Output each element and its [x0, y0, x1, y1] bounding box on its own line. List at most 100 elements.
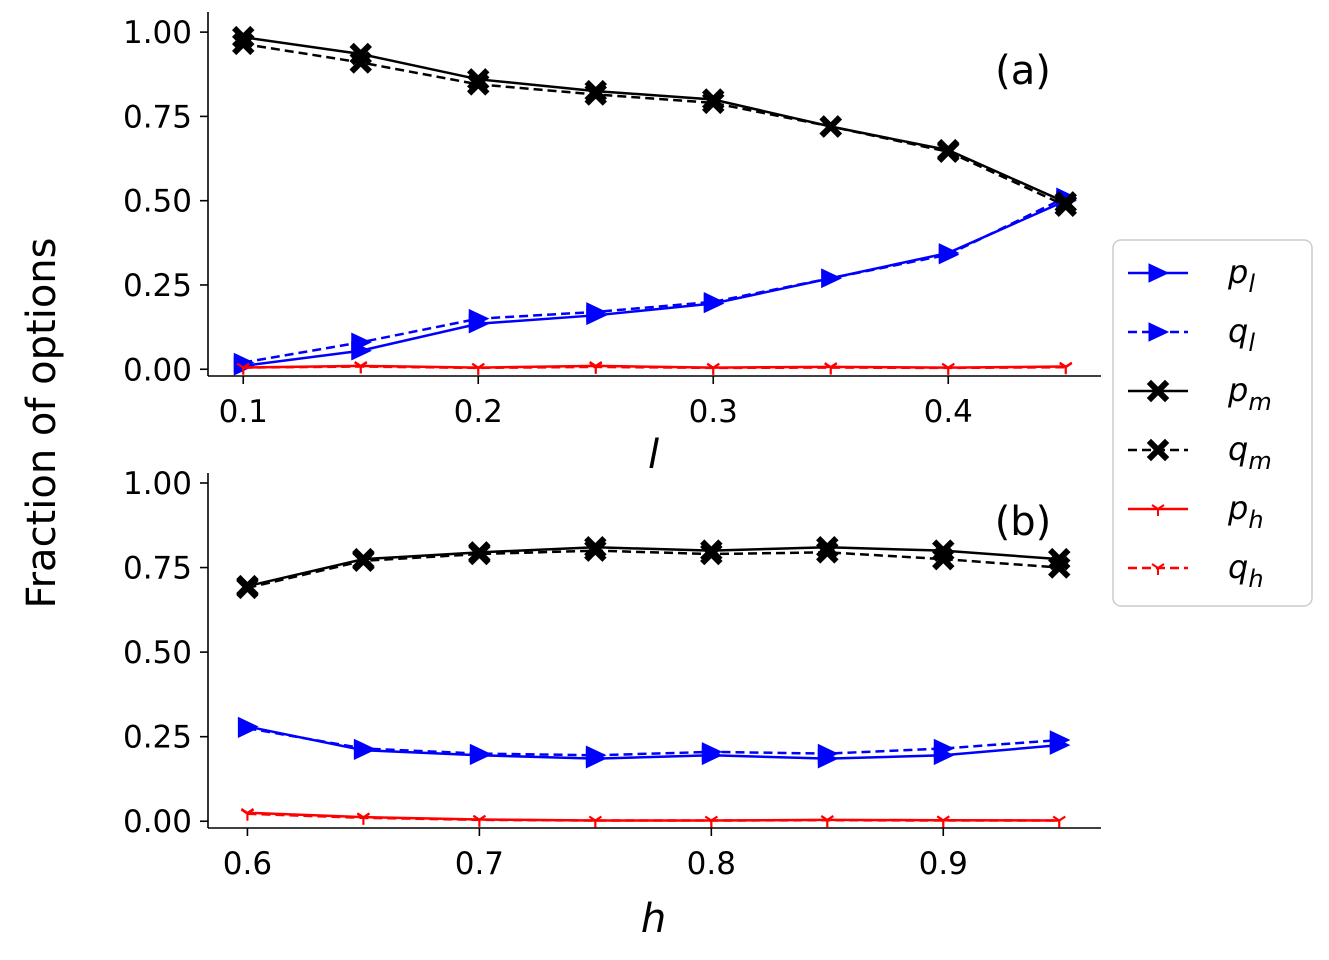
data-point — [941, 363, 955, 375]
data-point — [1059, 362, 1073, 375]
legend-label: pm — [1227, 371, 1272, 416]
data-point — [236, 362, 250, 375]
panel-label: (a) — [995, 48, 1051, 94]
data-point — [469, 743, 491, 764]
y-tick-label: 0.00 — [123, 352, 192, 388]
x-tick-label: 0.9 — [919, 846, 968, 882]
legend-label: ph — [1227, 489, 1264, 534]
series-q-l — [237, 718, 1071, 766]
data-point — [706, 363, 720, 375]
data-point — [933, 738, 955, 759]
y-tick-label: 0.25 — [123, 720, 192, 756]
y-tick-label: 0.00 — [123, 804, 192, 840]
series-line — [247, 812, 1060, 822]
data-point — [701, 742, 723, 762]
y-tick-label: 1.00 — [123, 466, 192, 502]
y-tick-label: 1.00 — [123, 15, 192, 51]
x-tick-label: 0.6 — [223, 846, 272, 882]
x-tick-label: 0.3 — [689, 394, 738, 430]
data-point — [349, 51, 372, 74]
data-point — [819, 115, 842, 138]
series-line — [243, 196, 1067, 364]
series-line — [243, 42, 1067, 207]
data-point — [354, 361, 368, 374]
legend-marker — [1146, 438, 1170, 462]
series-q-h — [240, 808, 1066, 828]
data-point — [938, 244, 960, 265]
legend-marker — [1148, 322, 1170, 342]
legend-marker — [1151, 504, 1165, 516]
legend: pl ql pm qm ph qh — [1112, 239, 1313, 607]
series-line — [247, 546, 1060, 588]
data-point — [589, 362, 603, 374]
data-point — [932, 547, 955, 571]
series-q-h — [236, 361, 1073, 375]
legend-entry-q-l: ql — [1128, 312, 1255, 357]
legend-entry-p-l: pl — [1128, 253, 1255, 298]
y-tick-label: 0.75 — [123, 99, 192, 135]
data-point — [237, 718, 259, 739]
legend-marker — [1151, 563, 1165, 575]
data-point — [1048, 556, 1071, 579]
data-point — [820, 815, 834, 828]
data-point — [468, 542, 491, 566]
data-point — [468, 308, 490, 329]
data-point — [702, 91, 725, 115]
y-tick-label: 0.25 — [123, 268, 192, 304]
panel-a: 0.00 0.25 0.50 0.75 1.00 0.1 0.2 0.3 0.4 l (a) — [123, 12, 1101, 478]
series-p-m — [232, 25, 1077, 214]
data-point — [584, 539, 607, 562]
data-point — [1052, 815, 1066, 828]
legend-label: qm — [1228, 430, 1272, 475]
y-tick-label: 0.50 — [123, 635, 192, 671]
data-point — [471, 363, 485, 375]
series-line — [243, 35, 1067, 204]
data-point — [937, 140, 960, 164]
data-point — [236, 576, 259, 600]
panel-b: 0.00 0.25 0.50 0.75 1.00 0.6 0.7 0.8 0.9 h (b) — [123, 466, 1101, 942]
data-point — [351, 332, 372, 353]
x-tick-label: 0.2 — [454, 394, 503, 430]
data-point — [232, 32, 255, 56]
data-point — [700, 542, 723, 566]
series-line — [247, 725, 1060, 760]
data-point — [356, 813, 370, 825]
y-tick-label: 0.75 — [123, 551, 192, 587]
legend-label: qh — [1228, 548, 1264, 593]
series-line — [247, 549, 1060, 590]
legend-entry-p-h: ph — [1128, 489, 1264, 534]
series-p-l — [237, 716, 1071, 769]
data-point — [821, 268, 842, 289]
data-point — [703, 292, 725, 312]
data-point — [1054, 194, 1077, 217]
legend-marker — [1148, 263, 1170, 283]
legend-entry-q-m: qm — [1128, 430, 1272, 475]
series-q-m — [232, 32, 1077, 217]
data-point — [824, 362, 838, 375]
panel-label: (b) — [995, 499, 1052, 545]
legend-frame — [1112, 239, 1313, 607]
series-p-m — [236, 536, 1071, 598]
x-tick-label: 0.4 — [924, 394, 973, 430]
legend-label: ql — [1228, 312, 1255, 357]
data-point — [240, 808, 254, 821]
series-line — [247, 726, 1060, 757]
data-point — [352, 549, 375, 573]
data-point — [467, 73, 490, 96]
y-axis-label: Fraction of options — [19, 238, 65, 609]
x-tick-label: 0.7 — [455, 846, 504, 882]
data-point — [588, 815, 602, 828]
data-point — [704, 815, 718, 828]
y-tick-label: 0.50 — [123, 184, 192, 220]
series-line — [243, 365, 1066, 370]
legend-entry-q-h: qh — [1128, 548, 1264, 593]
data-point — [816, 541, 839, 564]
data-point — [586, 302, 607, 322]
x-axis-label: h — [641, 896, 666, 942]
data-point — [817, 743, 839, 764]
data-point — [472, 815, 486, 827]
data-point — [1049, 730, 1071, 750]
legend-marker — [1146, 379, 1170, 403]
x-tick-label: 0.1 — [219, 394, 268, 430]
